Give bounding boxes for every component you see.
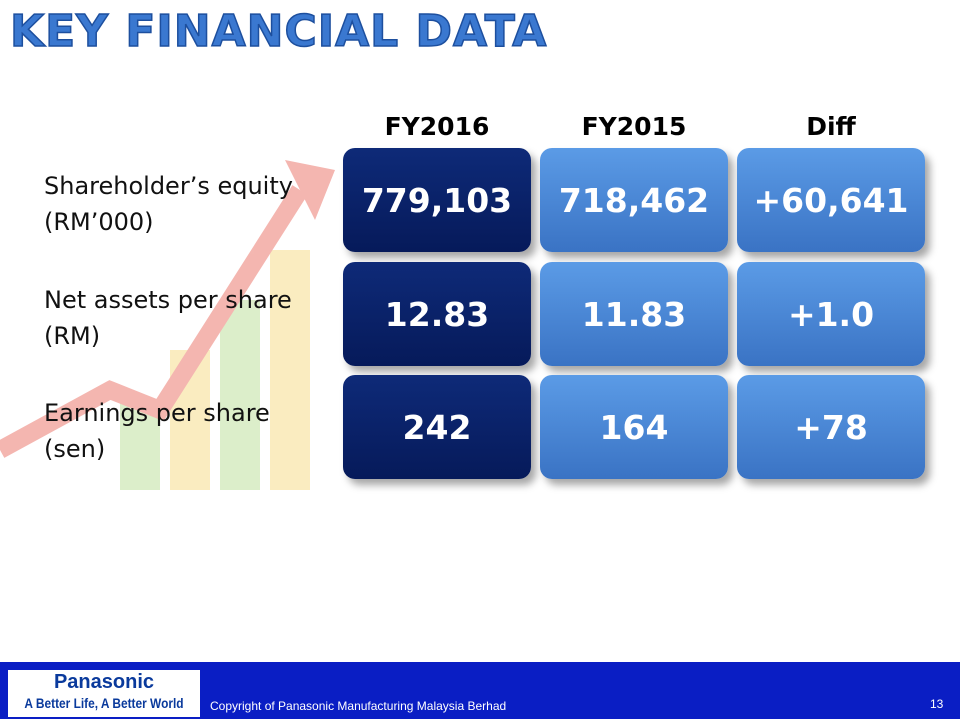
slide-title: KEY FINANCIAL DATA bbox=[9, 5, 548, 58]
slogan: A Better Life, A Better World bbox=[24, 695, 184, 711]
row-label-line: Net assets per share bbox=[44, 286, 292, 314]
value-cell: 779,103 bbox=[343, 148, 531, 252]
value-cell: +60,641 bbox=[737, 148, 925, 252]
value-cell: +1.0 bbox=[737, 262, 925, 366]
value-cell: 718,462 bbox=[540, 148, 728, 252]
row-label: Shareholder’s equity (RM’000) bbox=[44, 168, 293, 240]
column-header: Diff bbox=[806, 112, 856, 141]
value-cell: 11.83 bbox=[540, 262, 728, 366]
value-cell: 164 bbox=[540, 375, 728, 479]
background-arrow bbox=[0, 160, 335, 490]
row-label-line: (RM) bbox=[44, 322, 101, 350]
column-header: FY2015 bbox=[581, 112, 687, 141]
row-label: Net assets per share (RM) bbox=[44, 282, 292, 354]
row-label-line: (sen) bbox=[44, 435, 106, 463]
page-number: 13 bbox=[930, 697, 944, 711]
row-label-line: Shareholder’s equity bbox=[44, 172, 293, 200]
row-label-line: (RM’000) bbox=[44, 208, 154, 236]
brand: Panasonic bbox=[53, 671, 155, 693]
row-label-line: Earnings per share bbox=[44, 399, 270, 427]
column-header: FY2016 bbox=[384, 112, 490, 141]
value-cell: +78 bbox=[737, 375, 925, 479]
value-cell: 242 bbox=[343, 375, 531, 479]
copyright: Copyright of Panasonic Manufacturing Mal… bbox=[210, 699, 507, 713]
logo: Panasonic A Better Life, A Better World bbox=[8, 670, 200, 717]
value-cell: 12.83 bbox=[343, 262, 531, 366]
row-label: Earnings per share (sen) bbox=[44, 395, 270, 467]
